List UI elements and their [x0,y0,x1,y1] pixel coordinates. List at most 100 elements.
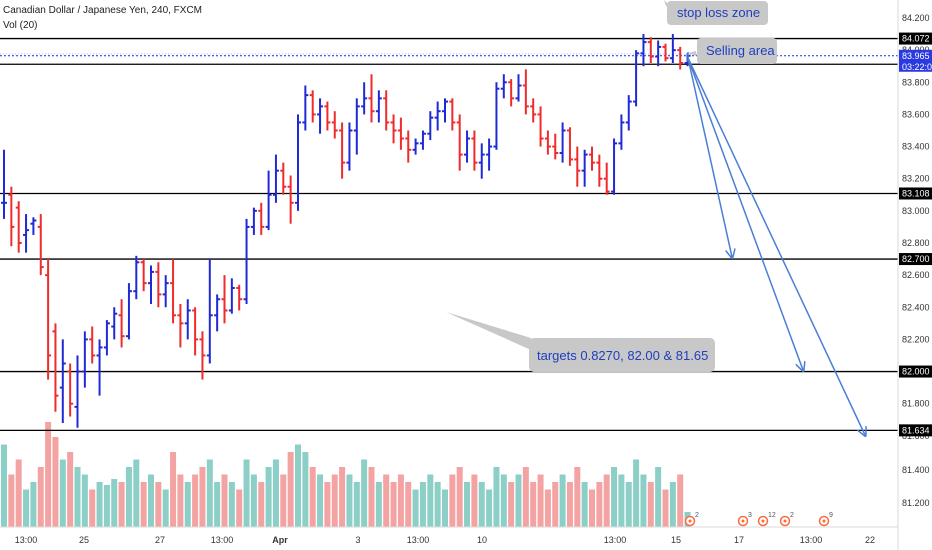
stop-loss-note[interactable]: stop loss zone [664,0,768,25]
price-tick: 83.400 [902,142,930,152]
event-dot [761,519,765,523]
ohlc-bar [37,214,44,276]
volume-bar [155,482,162,527]
volume-bar [236,489,243,527]
ohlc-bar [508,79,515,107]
time-tick: 27 [155,535,165,545]
volume-bar [493,467,500,527]
volume-bar [59,459,66,527]
time-tick: 13:00 [211,535,234,545]
volume-bar [199,467,206,527]
volume-bar [405,482,412,527]
time-tick: 13:00 [800,535,823,545]
ohlc-bar [368,74,375,123]
ohlc-bar [287,175,294,224]
ohlc-bar [633,50,640,107]
projection-arrow [687,57,803,370]
volume-bar [184,482,191,527]
ohlc-bar [309,90,316,123]
ohlc-bar [625,95,632,131]
symbol-title: Canadian Dollar / Japanese Yen, 240, FXC… [3,5,203,16]
volume-bar [309,467,316,527]
event-marker: 2 [684,512,699,527]
volume-bar [625,482,632,527]
price-tick: 83.000 [902,206,930,216]
event-count: 2 [695,512,699,519]
ohlc-bar [603,162,610,195]
ohlc-bar [375,90,382,123]
ohlc-bar [140,259,147,292]
ohlc-bar [353,98,360,155]
targets-note[interactable]: targets 0.8270, 82.00 & 81.65 [446,312,715,372]
ohlc-bar [52,323,59,412]
event-marker: 12 [757,512,776,527]
volume-bar [383,474,390,527]
chart-legend: Canadian Dollar / Japanese Yen, 240, FXC… [3,3,202,33]
volume-bar [170,452,177,527]
countdown-label: 03:22:06 [902,62,932,72]
ohlc-bar [89,326,96,364]
level-label-bg [899,32,932,45]
ohlc-bar [30,217,37,235]
volume-bar [368,467,375,527]
volume-bar [449,474,456,527]
price-tick: 82.600 [902,270,930,280]
volume-bar [434,482,441,527]
volume-bar [537,474,544,527]
time-tick: 3 [355,535,360,545]
volume-bar [221,474,228,527]
ohlc-bar [493,82,500,150]
event-marker: 2 [779,512,794,527]
level-label-bg [899,365,932,378]
volume-bar [214,482,221,527]
ohlc-bar [589,146,595,171]
volume-bar [522,467,529,527]
volume-bar [148,474,154,527]
volume-bar [295,444,301,527]
volume-bar [478,482,485,527]
ohlc-bar [669,34,676,63]
ohlc-bar [640,34,647,67]
ohlc-bar [184,299,191,340]
ohlc-bar [427,111,434,141]
selling-area-note[interactable]: Selling area [688,38,777,64]
volume-bar [353,482,360,527]
volume-bar [1,444,7,527]
ohlc-bar [324,101,331,131]
ohlc-bar [515,74,522,102]
volume-bar [655,467,662,527]
level-label-bg [899,424,932,437]
volume-bar [177,474,184,527]
ohlc-bar [618,114,625,150]
ohlc-bar [544,130,551,155]
horizontal-levels [0,37,898,432]
time-tick: 13:00 [604,535,627,545]
projection-arrows [687,52,865,435]
level-label: 81.634 [902,425,930,435]
time-tick: 13:00 [15,535,38,545]
ohlc-bar [302,85,309,131]
ohlc-bar [397,117,404,150]
targets-text: targets 0.8270, 82.00 & 81.65 [537,348,708,363]
volume-bar [96,482,103,527]
stop-loss-text: stop loss zone [677,5,760,20]
volume-bar [272,459,279,527]
ohlc-bar [8,186,15,247]
ohlc-bar [566,127,573,166]
volume-bar [30,482,37,527]
ohlc-bar [96,339,103,396]
ohlc-bar [596,154,603,187]
price-tick: 83.200 [902,174,930,184]
volume-bar [508,482,515,527]
ohlc-bar [170,259,177,324]
volume-bar [566,482,573,527]
ohlc-bar [390,114,397,144]
ohlc-bar [192,307,199,356]
price-tick: 83.800 [902,77,930,87]
volume-bar [589,489,595,527]
volume-bar [52,437,59,527]
volume-bar [603,474,610,527]
volume-bar [8,474,15,527]
selling-area-text: Selling area [706,43,775,58]
